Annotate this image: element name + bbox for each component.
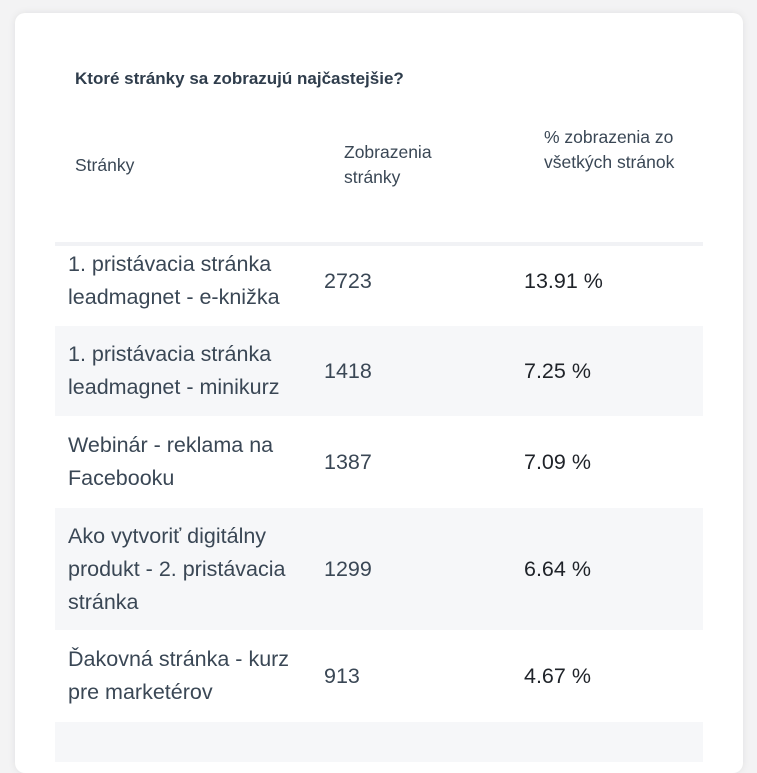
table-row: 1. pristávacia stránka leadmagnet - e-kn… <box>55 236 703 326</box>
table-row: Ako vytvoriť digitálny produkt - 2. pris… <box>55 508 703 630</box>
page-name: Webinár - reklama na Facebooku <box>68 433 274 490</box>
table-row: Ďakovná stránka - kurz pre marketérov 91… <box>55 630 703 722</box>
page-name: Ako vytvoriť digitálny produkt - 2. pris… <box>68 523 286 614</box>
page-views: 1299 <box>324 556 372 581</box>
page-name: 1. pristávacia stránka leadmagnet - e-kn… <box>68 252 280 309</box>
page-percent: 4.67 % <box>524 663 591 688</box>
page-name: Ďakovná stránka - kurz pre marketérov <box>68 647 290 704</box>
page-views: 2723 <box>324 268 372 293</box>
page-percent: 7.09 % <box>524 449 591 474</box>
page-views: 1387 <box>324 449 372 474</box>
card-title: Ktoré stránky sa zobrazujú najčastejšie? <box>75 69 404 88</box>
page-views: 913 <box>324 663 360 688</box>
top-pages-card: Ktoré stránky sa zobrazujú najčastejšie?… <box>15 13 743 773</box>
table-row: 1. pristávacia stránka leadmagnet - mini… <box>55 326 703 416</box>
table-row: Webinár - reklama na Facebooku 1387 7.09… <box>55 416 703 508</box>
column-header-views: Zobrazenia stránky <box>344 142 432 187</box>
page-percent: 13.91 % <box>524 268 603 293</box>
page-name: 1. pristávacia stránka leadmagnet - mini… <box>68 342 280 399</box>
page-percent: 7.25 % <box>524 358 591 383</box>
column-header-percent: % zobrazenia zo všetkých stránok <box>544 127 675 172</box>
table-row-partial <box>55 722 703 762</box>
table-header: Stránky Zobrazenia stránky % zobrazenia … <box>55 123 703 246</box>
page-views: 1418 <box>324 358 372 383</box>
table-body: 1. pristávacia stránka leadmagnet - e-kn… <box>55 236 703 762</box>
page-percent: 6.64 % <box>524 556 591 581</box>
column-header-pages: Stránky <box>75 155 135 175</box>
